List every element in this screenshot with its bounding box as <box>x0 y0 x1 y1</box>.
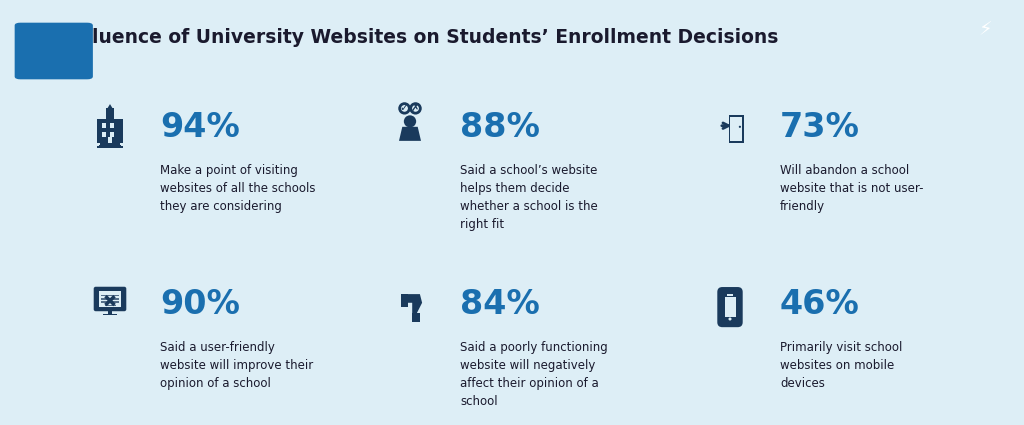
Text: ✓: ✓ <box>399 103 410 113</box>
Polygon shape <box>108 104 113 108</box>
Bar <box>99 145 121 147</box>
Bar <box>103 314 117 315</box>
Bar <box>108 136 113 143</box>
Bar <box>101 298 119 300</box>
Bar <box>101 295 119 296</box>
Bar <box>111 132 115 136</box>
Bar <box>725 298 735 317</box>
Polygon shape <box>408 294 422 314</box>
Text: Said a poorly functioning
website will negatively
affect their opinion of a
scho: Said a poorly functioning website will n… <box>460 341 608 408</box>
Bar <box>97 147 123 148</box>
Text: 94%: 94% <box>160 111 240 144</box>
Circle shape <box>403 115 416 128</box>
Text: ⚡: ⚡ <box>979 20 992 39</box>
Bar <box>730 117 742 141</box>
Bar <box>101 301 119 303</box>
FancyBboxPatch shape <box>94 287 126 311</box>
Bar <box>104 304 116 306</box>
Text: Make a point of visiting
websites of all the schools
they are considering: Make a point of visiting websites of all… <box>160 164 315 213</box>
Bar <box>98 291 122 307</box>
Bar <box>729 115 744 143</box>
Bar <box>100 143 120 145</box>
Text: 46%: 46% <box>780 289 860 321</box>
Circle shape <box>738 126 741 128</box>
Bar <box>111 123 115 128</box>
Bar <box>105 108 115 119</box>
Bar <box>400 294 408 307</box>
Text: Primarily visit school
websites on mobile
devices: Primarily visit school websites on mobil… <box>780 341 902 390</box>
Text: ✗: ✗ <box>411 103 420 113</box>
Bar <box>727 295 732 296</box>
Bar <box>101 123 105 128</box>
Bar <box>109 309 112 314</box>
Bar <box>413 313 420 322</box>
Text: ~: ~ <box>44 38 65 62</box>
Text: Said a school’s website
helps them decide
whether a school is the
right fit: Said a school’s website helps them decid… <box>460 164 598 231</box>
Circle shape <box>728 317 731 320</box>
Bar <box>101 132 105 136</box>
Text: Said a user-friendly
website will improve their
opinion of a school: Said a user-friendly website will improv… <box>160 341 313 390</box>
Text: 84%: 84% <box>460 289 540 321</box>
Bar <box>97 119 123 143</box>
Text: 90%: 90% <box>160 289 240 321</box>
FancyBboxPatch shape <box>717 287 742 327</box>
Text: 73%: 73% <box>780 111 860 144</box>
Text: The Influence of University Websites on Students’ Enrollment Decisions: The Influence of University Websites on … <box>18 28 778 47</box>
Text: 88%: 88% <box>460 111 540 144</box>
Text: Will abandon a school
website that is not user-
friendly: Will abandon a school website that is no… <box>780 164 924 213</box>
Polygon shape <box>399 127 421 141</box>
